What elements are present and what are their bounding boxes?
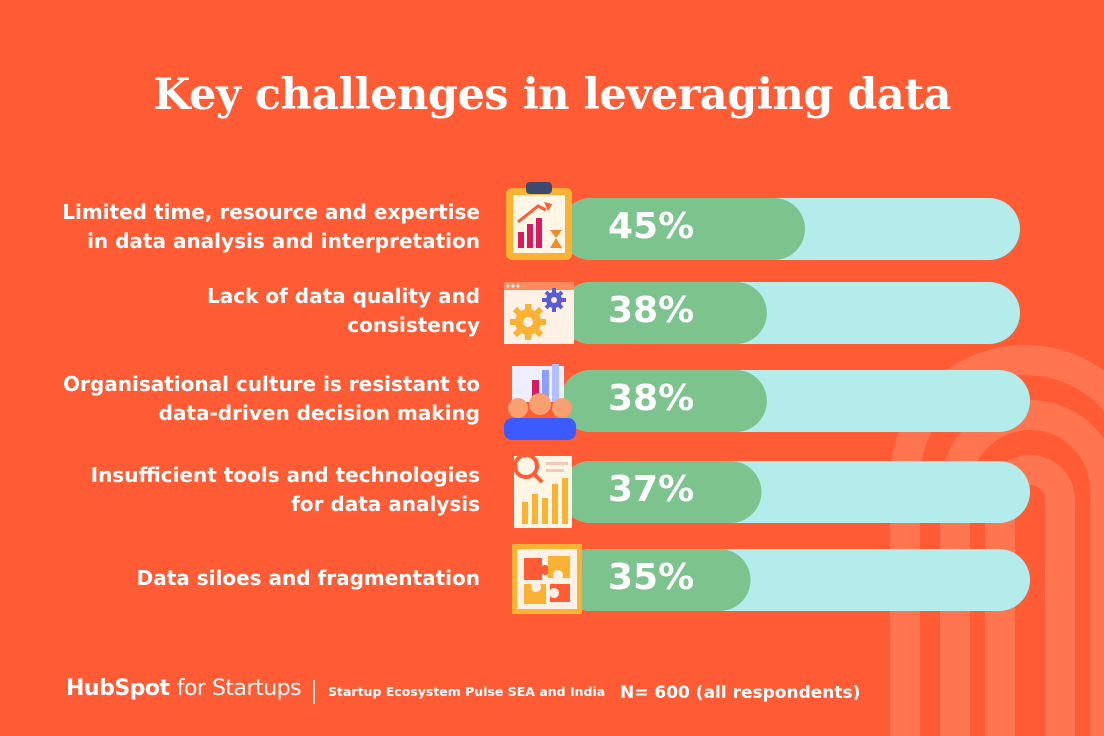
category-label: Lack of data quality and consistency [207, 284, 480, 337]
category-label: Limited time, resource and expertise in … [62, 200, 480, 253]
value-label: 38% [608, 378, 695, 419]
hubspot-logo: HubSpot for Startups [66, 676, 302, 701]
bar [560, 282, 767, 344]
category-label: Data siloes and fragmentation [136, 565, 480, 590]
page-title: Key challenges in leveraging data [153, 70, 951, 120]
chart-clipboard-icon [506, 182, 572, 260]
source-text: Startup Ecosystem Pulse SEA and India [328, 684, 606, 699]
magnifier-chart-icon [513, 453, 572, 528]
team-chart-icon [504, 364, 576, 440]
gears-icon [504, 282, 574, 344]
bar [560, 198, 805, 260]
bar [560, 461, 762, 523]
value-label: 45% [608, 206, 695, 247]
sample-size-note: N= 600 (all respondents) [620, 683, 861, 703]
puzzle-icon [512, 544, 582, 614]
bar [560, 370, 767, 432]
footer-divider [313, 680, 315, 704]
bar [560, 549, 751, 611]
category-label: Insufficient tools and technologies for … [90, 463, 480, 516]
value-label: 38% [608, 290, 695, 331]
value-label: 35% [608, 557, 695, 598]
value-label: 37% [608, 469, 695, 510]
category-label: Organisational culture is resistant to d… [63, 372, 480, 425]
